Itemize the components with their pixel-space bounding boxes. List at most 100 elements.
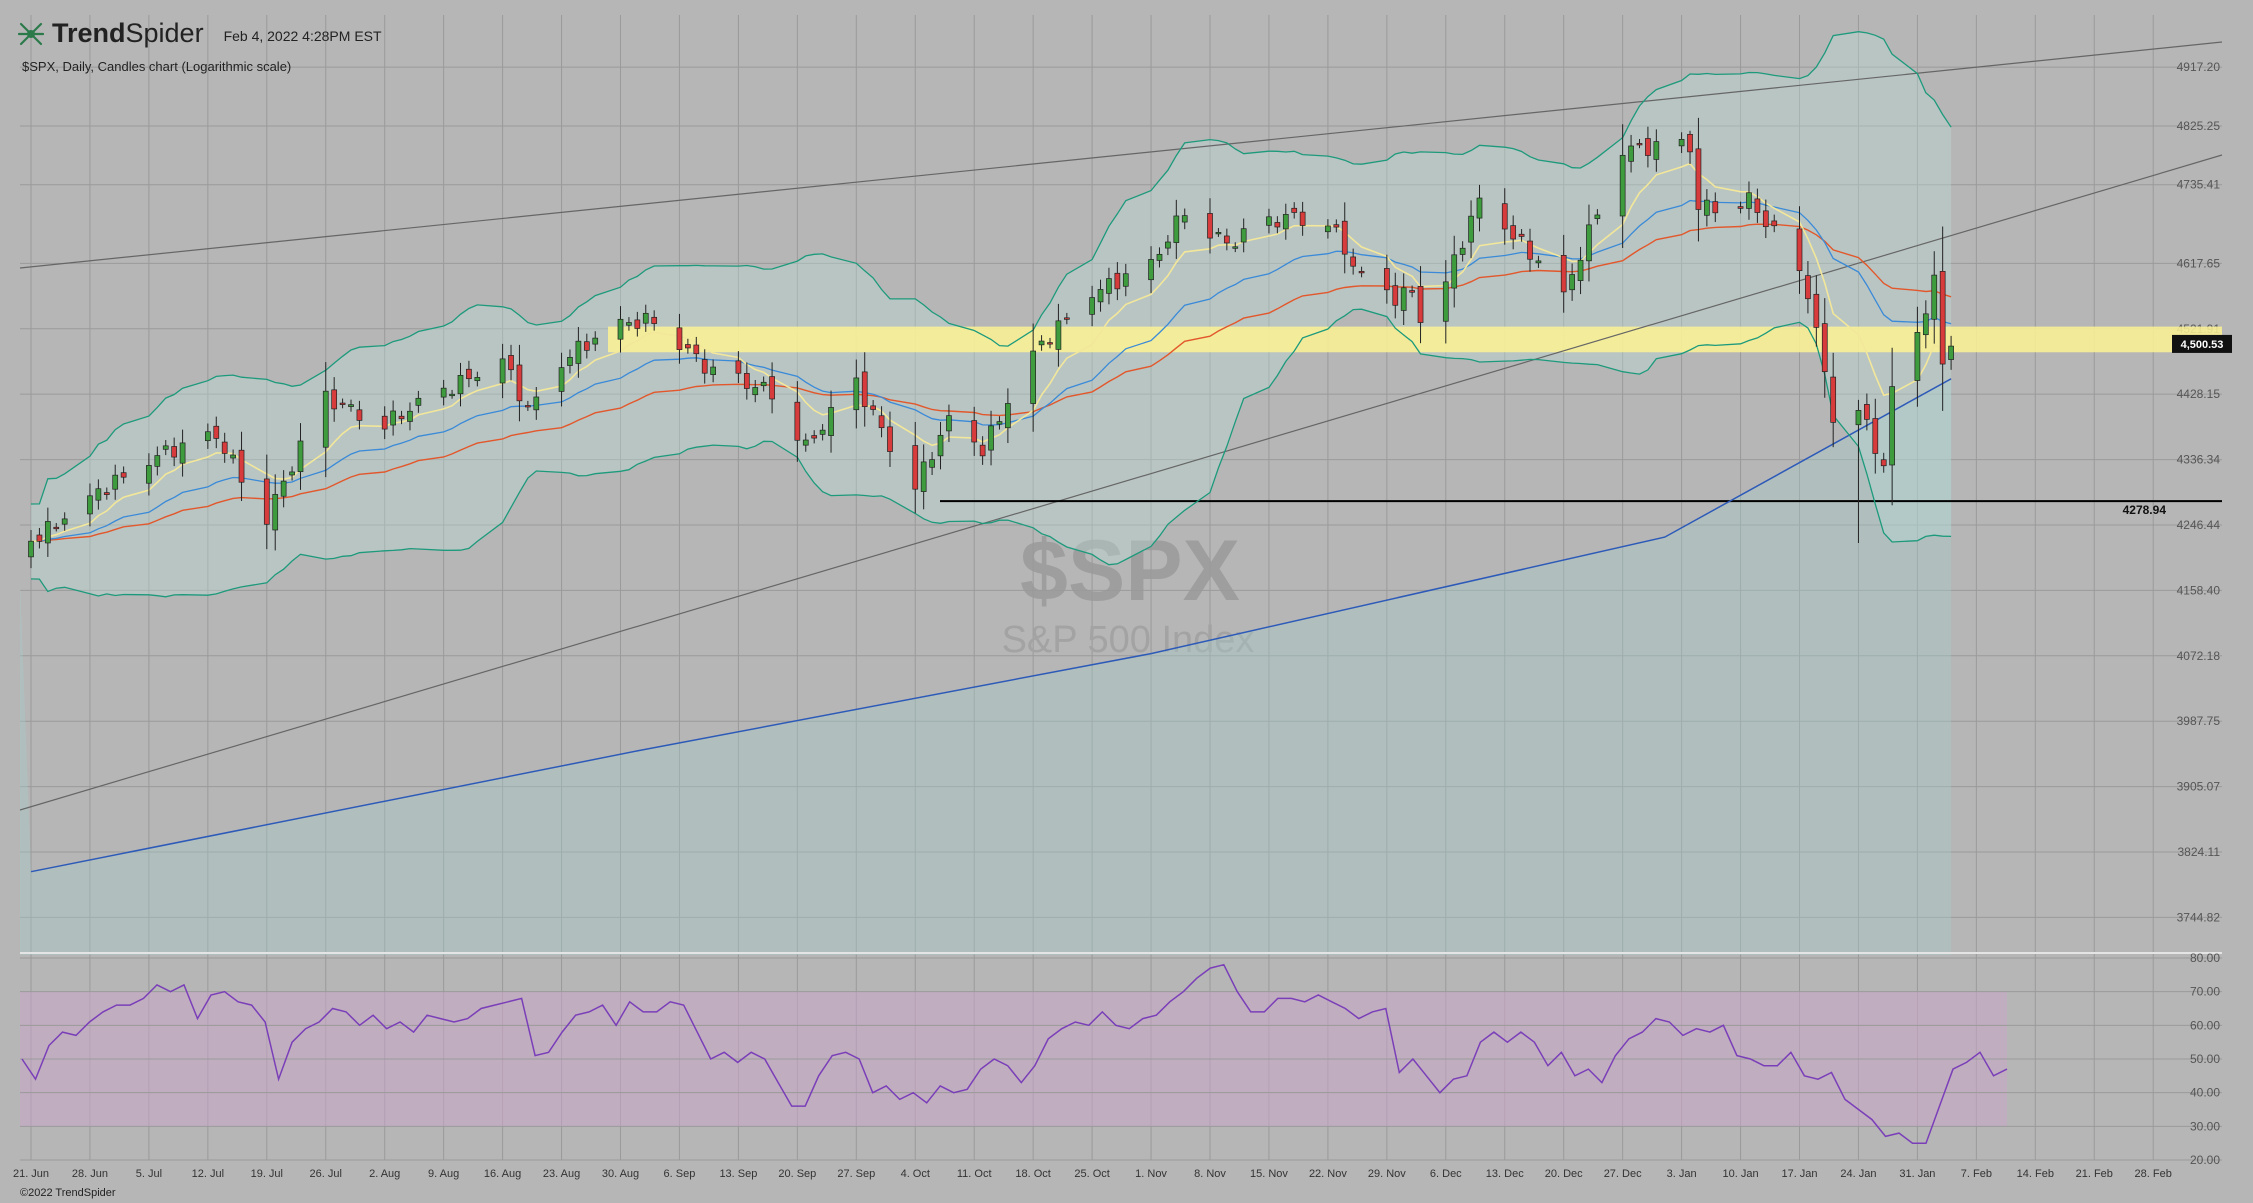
candle-body [36, 534, 43, 542]
candle-body [1645, 138, 1651, 156]
candle-body [685, 344, 691, 349]
candle-body [146, 465, 152, 484]
candle-body [440, 387, 447, 398]
candle-body [289, 471, 295, 476]
candle-body [1325, 225, 1331, 233]
rising-trendline[interactable] [19, 154, 2223, 811]
sma200-line [30, 378, 1952, 873]
candle-body [575, 340, 582, 364]
rsi-tick-label: 50.00 [2190, 1052, 2220, 1066]
x-tick-label: 27. Sep [837, 1168, 875, 1180]
candle-body [1165, 241, 1171, 249]
rsi-tick-label: 80.00 [2190, 951, 2220, 965]
candle-body [1712, 201, 1719, 214]
candle-body [937, 434, 944, 457]
candle-body [819, 429, 826, 435]
candle-body [1114, 272, 1121, 290]
x-tick-label: 28. Jun [72, 1168, 108, 1180]
x-tick-label: 19. Jul [251, 1168, 283, 1180]
x-tick-label: 4. Oct [901, 1168, 930, 1180]
candle-body [1232, 246, 1239, 249]
candle-body [457, 375, 464, 395]
candle-body [1442, 281, 1449, 322]
candle-body [752, 387, 759, 396]
candle-body [1586, 224, 1592, 262]
spider-logo-icon[interactable] [18, 21, 44, 47]
candle-body [583, 341, 590, 351]
x-tick-label: 25. Oct [1074, 1168, 1109, 1180]
candle-body [1215, 232, 1222, 235]
candle-body [1577, 259, 1584, 281]
candle-body [213, 425, 220, 439]
candle-body [398, 415, 405, 420]
rsi-tick-label: 40.00 [2190, 1086, 2220, 1100]
candle-body [1333, 224, 1340, 228]
candle-body [567, 357, 573, 366]
x-tick-label: 17. Jan [1781, 1168, 1817, 1180]
candle-body [1880, 459, 1887, 467]
candle-body [1156, 253, 1163, 261]
candle-body [61, 518, 68, 525]
candle-body [95, 488, 102, 501]
candle-body [154, 455, 161, 467]
candle-body [1805, 275, 1811, 300]
candle-body [205, 431, 211, 442]
candle-body [1299, 211, 1306, 226]
candle-body [929, 459, 935, 468]
candle-body [1468, 215, 1474, 243]
candle-body [525, 405, 531, 408]
x-tick-label: 20. Sep [778, 1168, 816, 1180]
upper-trendline[interactable] [19, 41, 2223, 269]
candle-body [971, 420, 978, 443]
rsi-line [21, 963, 2008, 1144]
candle-body [1291, 207, 1298, 213]
candle-body [626, 322, 632, 326]
candle-body [1939, 271, 1946, 365]
candle-body [381, 415, 388, 430]
y-tick-label: 4336.34 [2177, 453, 2221, 467]
last-price-label: 4,500.53 [2181, 339, 2224, 351]
candle-body [1392, 285, 1399, 306]
candle-body [912, 445, 919, 490]
x-tick-label: 6. Dec [1430, 1168, 1462, 1180]
y-tick-label: 4735.41 [2177, 178, 2221, 192]
candle-body [466, 368, 472, 380]
y-tick-label: 3744.82 [2177, 910, 2221, 924]
candle-body [1409, 290, 1415, 293]
candle-body [1459, 247, 1466, 255]
candle-body [651, 316, 658, 324]
candle-body [1055, 320, 1062, 350]
candle-body [1122, 273, 1129, 287]
candle-body [1527, 240, 1533, 260]
candle-body [272, 494, 279, 531]
y-tick-label: 3905.07 [2177, 780, 2221, 794]
candle-body [263, 478, 270, 525]
candle-body [870, 405, 876, 410]
candle-body [162, 445, 169, 450]
x-tick-label: 12. Jul [192, 1168, 224, 1180]
candle-body [1796, 228, 1803, 272]
support-label: 4278.94 [2123, 503, 2167, 517]
candle-body [861, 371, 868, 407]
candle-body [1089, 297, 1095, 315]
y-tick-label: 4428.15 [2177, 387, 2221, 401]
candle-body [449, 393, 455, 397]
candle-body [339, 402, 346, 405]
bollinger-lower [30, 308, 1952, 598]
candle-body [1594, 214, 1601, 219]
candle-body [1341, 220, 1348, 255]
candle-body [1282, 214, 1289, 230]
candle-body [407, 410, 413, 422]
candle-body [221, 441, 228, 454]
x-tick-label: 29. Nov [1368, 1168, 1406, 1180]
candle-body [499, 358, 506, 384]
candle-body [735, 360, 742, 374]
watermark-symbol: $SPX [1020, 523, 1240, 619]
candle-body [230, 454, 236, 459]
candle-body [642, 312, 649, 324]
x-tick-label: 6. Sep [664, 1168, 696, 1180]
candle-body [1619, 154, 1626, 217]
candle-body [1636, 143, 1643, 146]
candle-body [634, 319, 641, 329]
